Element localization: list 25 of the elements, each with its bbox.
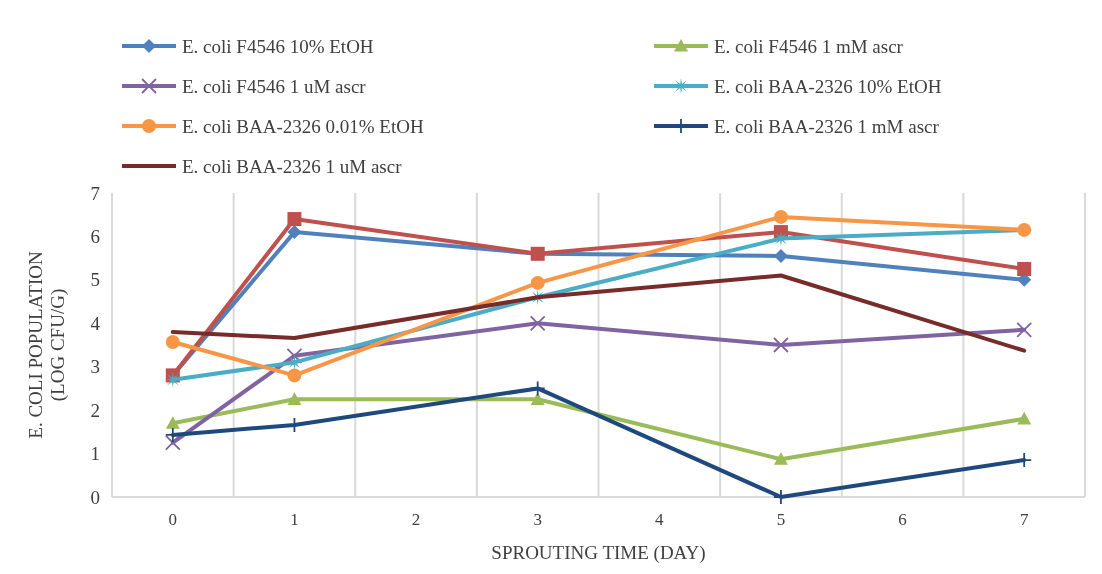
legend-label: E. coli F4546 1 mM ascr (714, 35, 904, 57)
y-tick-label: 0 (90, 486, 100, 508)
legend-label: E. coli BAA-2326 10% EtOH (714, 75, 942, 97)
x-tick-label: 4 (655, 509, 665, 529)
y-tick-label: 2 (90, 399, 100, 421)
legend-label: E. coli BAA-2326 1 mM ascr (714, 115, 940, 137)
legend-label: E. coli F4546 10% EtOH (182, 35, 374, 57)
x-axis-title: SPROUTING TIME (DAY) (491, 541, 706, 564)
y-tick-label: 5 (90, 269, 100, 291)
x-tick-label: 0 (168, 509, 178, 529)
x-tick-label: 2 (411, 509, 421, 529)
legend-label: E. coli BAA-2326 0.01% EtOH (182, 115, 424, 137)
x-tick-label: 1 (290, 509, 299, 529)
legend-label: E. coli BAA-2326 1 uM ascr (182, 155, 403, 177)
legend-label: E. coli F4546 1 uM ascr (182, 75, 367, 97)
y-tick-label: 3 (90, 356, 100, 378)
y-axis-title: E. COLI POPULATION (LOG CFU/G) (25, 251, 69, 439)
y-tick-label: 7 (90, 182, 100, 204)
x-tick-label: 6 (898, 509, 907, 529)
x-tick-label: 7 (1019, 509, 1029, 529)
x-tick-label: 3 (533, 509, 542, 529)
y-tick-label: 6 (90, 225, 100, 247)
y-tick-label: 4 (90, 312, 101, 334)
y-tick-label: 1 (90, 443, 100, 465)
x-tick-label: 5 (776, 509, 786, 529)
